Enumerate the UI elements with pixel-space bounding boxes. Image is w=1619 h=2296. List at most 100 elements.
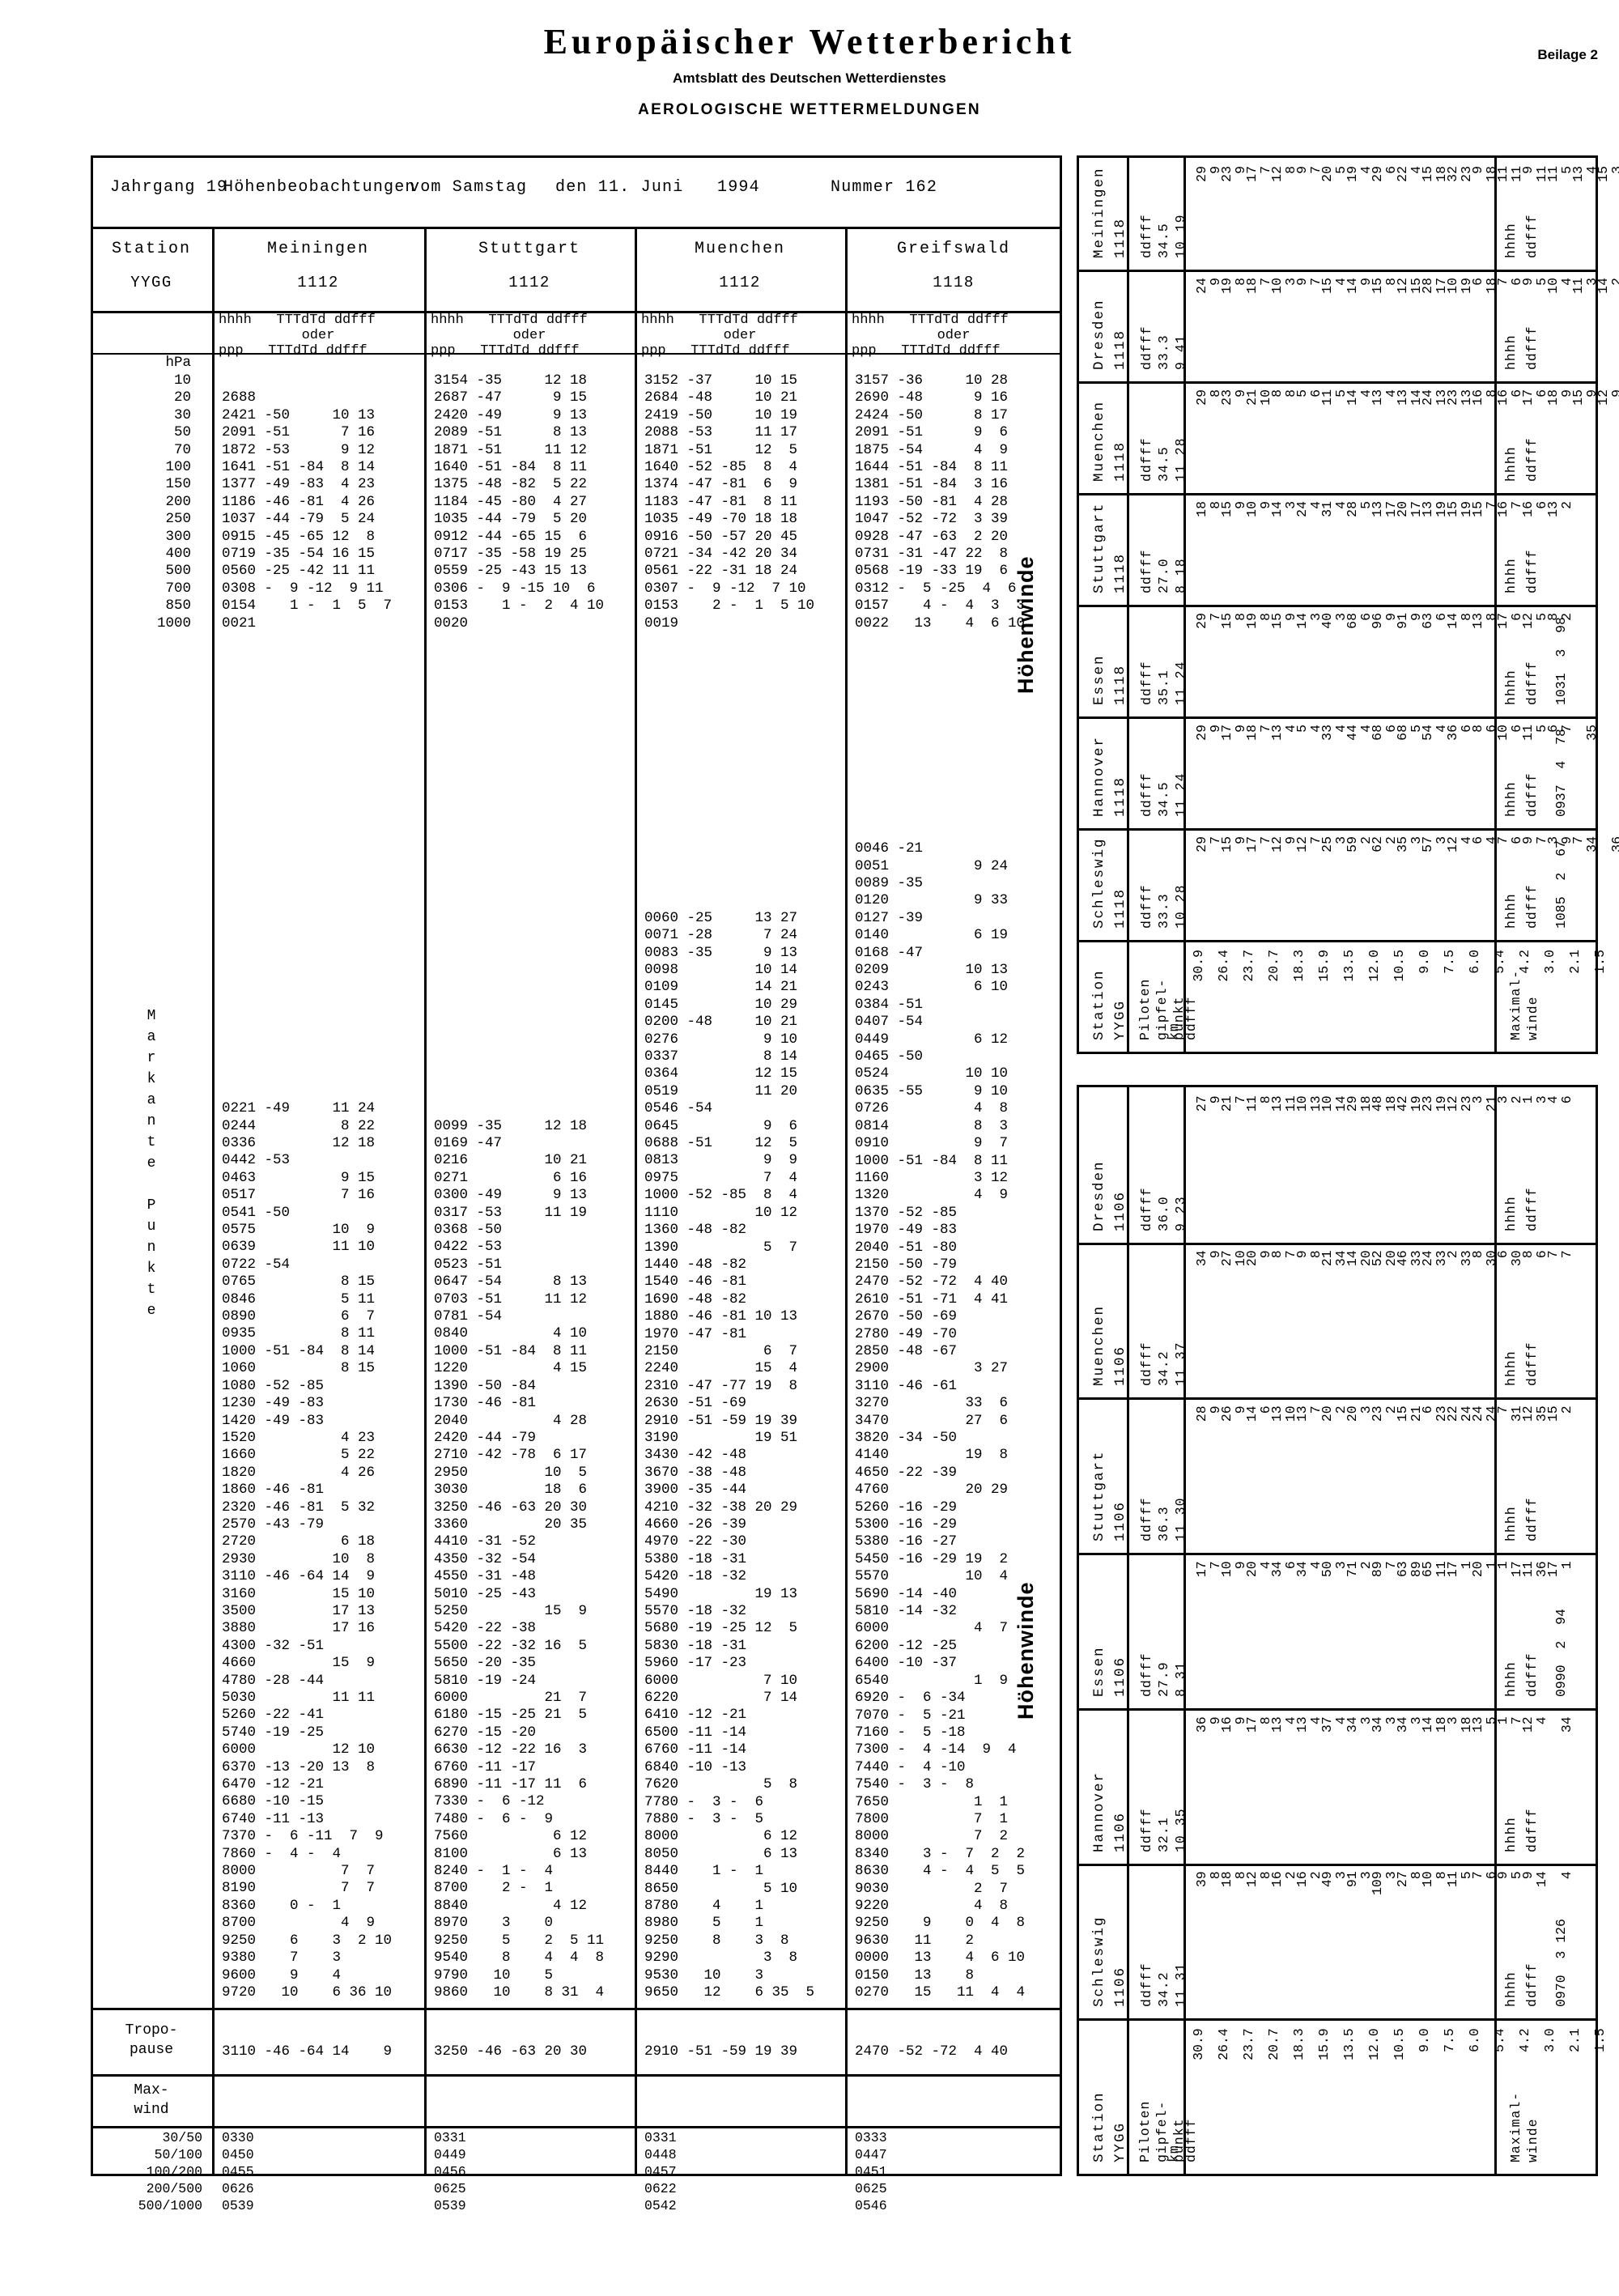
- rule-col-3: [635, 227, 637, 2176]
- station-label: Station: [111, 240, 191, 258]
- hw-station-name-1-3: Essen: [1091, 1646, 1107, 1697]
- hw-altitude-0-9: 9.0: [1417, 950, 1432, 974]
- issue-kind: Höhenbeobachtungen: [223, 178, 416, 197]
- maxwind-values-1: 0331 0449 0456 0625 0539: [434, 2130, 466, 2213]
- hw-v3-1-2: [1494, 1397, 1497, 1554]
- hw-tail-hhhh-1-3: hhhh: [1503, 1661, 1519, 1697]
- hoehenwinde-section-label: Höhenwinde: [1013, 1581, 1038, 1720]
- hw-rule-0-6: [1077, 828, 1598, 831]
- hw-dd-1-2-14: 2: [1559, 1405, 1574, 1414]
- station-name-1: Stuttgart: [478, 240, 581, 258]
- hw-v3-1-5: [1494, 1863, 1497, 2019]
- hw-gipfel-header-0-4: ddfff 35.1 11 24: [1139, 661, 1188, 705]
- hw-dd-0-6-16: 36: [1609, 836, 1619, 852]
- hw-v1-0-2: [1127, 381, 1129, 493]
- hw-station-yygg-1-2: 1106: [1112, 1501, 1128, 1542]
- hw-v2-0-0: [1183, 158, 1186, 270]
- hw-v2-0-1: [1183, 270, 1186, 381]
- hw-rule-0-1: [1077, 270, 1598, 272]
- tropopause-value-0: 3110 -46 -64 14 9: [222, 2043, 393, 2060]
- hw-gipfel-header-0-2: ddfff 34.5 11 28: [1139, 437, 1188, 482]
- hw-altitude-0-16: 1.5: [1592, 950, 1608, 974]
- hw-v3-sta-1: [1494, 2018, 1497, 2174]
- hw-altitude-1-0: 30.9: [1191, 2028, 1206, 2060]
- hw-altitude-0-4: 18.3: [1291, 950, 1307, 982]
- hw-station-yygg-1-5: 1106: [1112, 1966, 1128, 2008]
- hw-station-yygg-1-1: 1106: [1112, 1346, 1128, 1387]
- hw-station-yygg-1-4: 1106: [1112, 1811, 1128, 1852]
- standard-levels-0: 2688 2421 -50 10 13 2091 -51 7 16 1872 -…: [222, 389, 393, 631]
- col-head-line2-3: ppp TTTdTd ddfff: [852, 343, 1001, 359]
- col-head-line1-1: hhhh TTTdTd ddfff: [431, 313, 588, 328]
- issue-number: Nummer 162: [831, 178, 938, 197]
- hw-v1-0-6: [1127, 828, 1129, 940]
- hw-tail-ddfff-1-1: ddfff: [1524, 1341, 1540, 1387]
- hw-altitude-1-7: 12.0: [1366, 2028, 1382, 2060]
- hw-v1-0-1: [1127, 270, 1129, 381]
- hw-station-yygg-0-5: 1118: [1112, 776, 1128, 817]
- hw-altitude-0-2: 23.7: [1241, 950, 1256, 982]
- col-head-oder-3: oder: [937, 328, 971, 343]
- hw-altitude-1-1: 26.4: [1216, 2028, 1231, 2060]
- hw-maximal-value-1-3: 0990 2 94: [1553, 1608, 1569, 1697]
- hw-tail-ddfff-1-4: ddfff: [1524, 1808, 1540, 1852]
- hw-station-name-1-0: Dresden: [1091, 1160, 1107, 1231]
- hw-station-yygg-0-3: 1118: [1112, 552, 1128, 593]
- hw-v2-1-1: [1183, 1242, 1186, 1398]
- maxwind-values-2: 0331 0448 0457 0622 0542: [644, 2130, 677, 2213]
- hw-maximal-value-0-6: 1085 2 67: [1553, 840, 1569, 929]
- hw-v1-0-4: [1127, 605, 1129, 716]
- hw-altitude-1-15: 2.1: [1567, 2028, 1583, 2053]
- hw-v2-1-3: [1183, 1553, 1186, 1708]
- hw-station-col-label-0: Station: [1091, 969, 1107, 1040]
- hw-maximal-value-0-4: 1031 3 98: [1553, 617, 1569, 705]
- hw-altitude-0-11: 6.0: [1467, 950, 1482, 974]
- hw-v2-0-6: [1183, 828, 1186, 940]
- hw-v3-0-6: [1494, 828, 1497, 940]
- hw-altitude-1-8: 10.5: [1392, 2028, 1407, 2060]
- hw-station-col-label-1: Station: [1091, 2091, 1107, 2162]
- station-yygg-0: 1112: [297, 274, 339, 291]
- hw-altitude-0-0: 30.9: [1191, 950, 1206, 982]
- hw-tail-hhhh-0-0: hhhh: [1503, 223, 1519, 258]
- hw-v1-sta-1: [1127, 2018, 1129, 2174]
- hw-altitude-0-3: 20.7: [1266, 950, 1281, 982]
- hw-altitude-0-5: 15.9: [1316, 950, 1332, 982]
- hw-yygg-col-label-0: YYGG: [1112, 999, 1128, 1040]
- hw-tail-ddfff-0-1: ddfff: [1524, 325, 1540, 370]
- masthead: Europäischer Wetterbericht Amtsblatt des…: [0, 0, 1619, 119]
- hw-altitude-1-10: 7.5: [1442, 2028, 1457, 2053]
- hw-tail-hhhh-0-1: hhhh: [1503, 334, 1519, 370]
- hw-tail-ddfff-1-3: ddfff: [1524, 1652, 1540, 1697]
- hw-station-name-0-2: Muenchen: [1091, 400, 1107, 482]
- hw-rule-1-1: [1077, 1242, 1598, 1245]
- hw-altitude-1-6: 13.5: [1341, 2028, 1357, 2060]
- tropopause-value-1: 3250 -46 -63 20 30: [434, 2043, 588, 2060]
- hw-gipfel-header-1-0: ddfff 36.0 9 23: [1139, 1187, 1188, 1231]
- rule-col-2: [424, 227, 427, 2176]
- hw-v3-0-5: [1494, 716, 1497, 828]
- hw-dd-0-2-16: 9: [1608, 389, 1619, 480]
- maxwind-label: Max- wind: [134, 2082, 169, 2118]
- hw-tail-ddfff-0-2: ddfff: [1524, 437, 1540, 482]
- hw-station-yygg-1-0: 1106: [1112, 1190, 1128, 1231]
- hw-v3-sta-0: [1494, 940, 1497, 1052]
- hoehenwinde-section-label: Höhenwinde: [1013, 555, 1038, 695]
- hw-altitude-0-7: 12.0: [1366, 950, 1382, 982]
- station-name-2: Muenchen: [694, 240, 785, 258]
- main-table-frame: [91, 155, 1062, 2176]
- hw-tail-hhhh-1-0: hhhh: [1503, 1196, 1519, 1231]
- rule-under-issue: [91, 227, 1062, 229]
- hw-gipfel-header-1-3: ddfff 27.9 8 31: [1139, 1652, 1188, 1697]
- rule-col-1: [212, 227, 215, 2176]
- hw-altitude-0-1: 26.4: [1216, 950, 1231, 982]
- hw-station-name-0-3: Stuttgart: [1091, 502, 1107, 593]
- tropopause-value-3: 2470 -52 -72 4 40: [855, 2043, 1009, 2060]
- hw-gipfel-header-1-2: ddfff 36.3 11 30: [1139, 1497, 1188, 1542]
- hw-altitude-1-14: 3.0: [1542, 2028, 1557, 2053]
- standard-levels-3: 3157 -36 10 28 2690 -48 9 16 2424 -50 8 …: [855, 372, 1026, 631]
- rule-under-tropopause: [91, 2074, 1062, 2077]
- hw-v2-0-4: [1183, 605, 1186, 716]
- hw-tail-hhhh-1-2: hhhh: [1503, 1506, 1519, 1542]
